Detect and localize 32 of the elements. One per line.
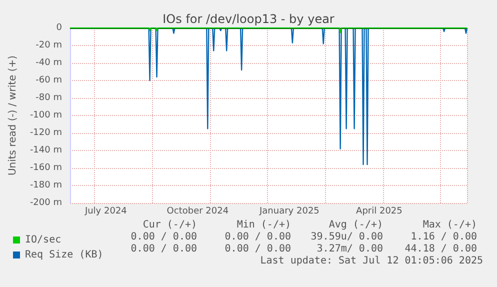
text: 1.16 / 0.00 [410,232,478,242]
x-tick-label: October 2024 [166,206,229,216]
x-tick-label: April 2025 [356,206,402,216]
text: 0.00 / 0.00 [224,232,292,242]
text: Cur (-/+) [142,220,198,230]
chart-title: IOs for /dev/loop13 - by year [162,12,334,26]
y-tick-label: -160 m [30,163,62,173]
y-tick-label: -60 m [36,76,62,86]
y-tick-label: -40 m [36,58,62,68]
y-tick-label: -140 m [30,146,62,156]
y-tick-label: -20 m [36,40,62,50]
y-axis-title: Units read (-) / write (+) [8,55,18,176]
y-tick-label: -80 m [36,93,62,103]
text: 44.18 / 0.00 [404,244,478,254]
x-tick-label: January 2025 [258,206,320,216]
legend-label: Req Size (KB) [25,250,104,260]
text: 0.00 / 0.00 [130,232,198,242]
text: Max (-/+) [422,220,478,230]
text: Min (-/+) [236,220,292,230]
text: 0.00 / 0.00 [224,244,292,254]
text: 39.59u/ 0.00 [310,232,384,242]
text: 0.00 / 0.00 [130,244,198,254]
text: Avg (-/+) [328,220,384,230]
legend-label: IO/sec [25,234,62,246]
x-tick-label: July 2024 [84,206,128,216]
y-tick-label: -100 m [30,110,62,120]
y-tick-label: -200 m [30,198,62,208]
y-tick-label: -180 m [30,180,62,190]
text: Last update: Sat Jul 12 01:05:06 2025 [260,256,484,266]
text: 3.27m/ 0.00 [316,244,384,254]
y-tick-label: -120 m [30,128,62,138]
y-tick-label: 0 [56,23,62,33]
